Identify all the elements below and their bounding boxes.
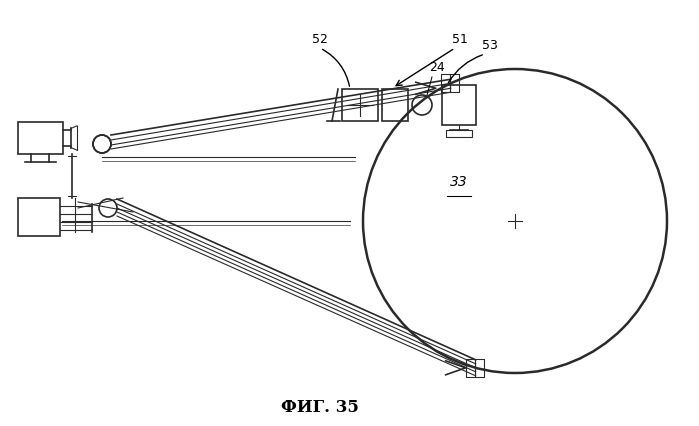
- Text: ФИГ. 35: ФИГ. 35: [281, 400, 359, 417]
- Text: 24: 24: [429, 61, 445, 74]
- Bar: [342, 89, 378, 121]
- Text: 52: 52: [312, 33, 328, 46]
- Text: 33: 33: [450, 175, 468, 189]
- Bar: [450, 74, 459, 92]
- Bar: [18, 122, 63, 154]
- Bar: [382, 89, 408, 121]
- Bar: [18, 198, 60, 236]
- Bar: [442, 85, 476, 125]
- Bar: [446, 130, 472, 137]
- Bar: [475, 359, 484, 377]
- Bar: [466, 359, 475, 377]
- Bar: [441, 74, 449, 92]
- Text: 51: 51: [452, 33, 468, 46]
- Text: 53: 53: [482, 39, 498, 52]
